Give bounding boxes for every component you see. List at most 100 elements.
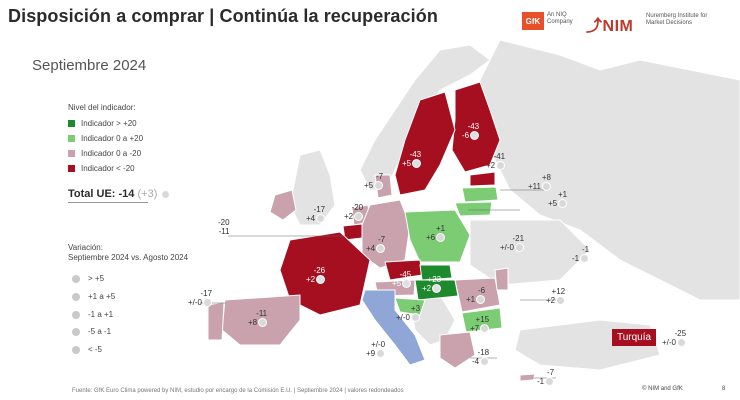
change-arrow-icon bbox=[470, 131, 480, 141]
legend-swatch-dark-green bbox=[68, 120, 75, 127]
legend-item: Indicador 0 a +20 bbox=[68, 134, 143, 143]
eu-total: Total UE: -14 (+3) bbox=[68, 188, 171, 200]
variation-label: < -5 bbox=[88, 345, 103, 354]
country-portugal bbox=[207, 301, 225, 341]
land-norway bbox=[359, 44, 491, 191]
variation-item: > +5 bbox=[72, 274, 104, 283]
label-poland: +1 +6 bbox=[426, 224, 446, 243]
change-arrow-icon bbox=[161, 189, 171, 199]
source-note: Fuente: GfK Euro Clima powered by NIM, e… bbox=[72, 388, 404, 394]
legend-label: Indicador 0 a -20 bbox=[81, 149, 142, 158]
country-moldova bbox=[494, 267, 509, 291]
country-bulgaria bbox=[461, 307, 503, 333]
variation-item: -5 a -1 bbox=[72, 327, 111, 336]
page-number: 8 bbox=[722, 386, 726, 392]
change-arrow-icon bbox=[432, 284, 442, 294]
country-romania bbox=[454, 277, 501, 313]
country-lithuania bbox=[454, 201, 493, 217]
label-sweden: -43 +5 bbox=[402, 150, 422, 169]
variation-item: < -5 bbox=[72, 345, 102, 354]
label-france: -26 +2 bbox=[306, 266, 326, 285]
label-greece: -18 -4 bbox=[472, 348, 490, 367]
label-slovakia: +23 +2 bbox=[422, 275, 442, 294]
label-latvia: +8 +11 bbox=[528, 173, 551, 192]
legend-label: Indicador < -20 bbox=[81, 164, 135, 173]
variation-title: Variación: Septiembre 2024 vs. Agosto 20… bbox=[68, 243, 218, 263]
label-bulgaria: +15 +7 bbox=[470, 315, 490, 334]
variation-item: +1 a +5 bbox=[72, 292, 115, 301]
legend-swatch-light-green bbox=[68, 135, 75, 142]
change-arrow-icon bbox=[496, 161, 506, 171]
change-arrow-icon bbox=[556, 296, 566, 306]
label-portugal: -17 +/-0 bbox=[188, 289, 213, 308]
nim-logo: ⤴NIM bbox=[586, 18, 634, 35]
change-arrow-icon bbox=[316, 214, 326, 224]
change-arrow-icon bbox=[545, 377, 555, 387]
change-arrow-icon bbox=[376, 244, 386, 254]
country-cyprus bbox=[519, 373, 536, 382]
change-arrow-icon bbox=[402, 279, 412, 289]
change-arrow-icon bbox=[354, 212, 364, 222]
change-arrow-icon bbox=[374, 181, 384, 191]
label-romania: -6 +1 bbox=[466, 286, 486, 305]
label-belarus: -1 -1 bbox=[572, 245, 590, 264]
label-ukraine: -21 +/-0 bbox=[500, 234, 525, 253]
gfk-tagline: An NIQ Company bbox=[547, 12, 573, 25]
label-spain: -11 +8 bbox=[248, 309, 268, 328]
turkey-badge: Turquía bbox=[612, 329, 656, 346]
legend-swatch-dark-red bbox=[68, 165, 75, 172]
legend-item: Indicador > +20 bbox=[68, 119, 137, 128]
change-arrow-icon bbox=[541, 182, 551, 192]
land-uk bbox=[289, 149, 336, 226]
legend-label: Indicador 0 a +20 bbox=[81, 134, 144, 143]
change-arrow-icon bbox=[203, 298, 213, 308]
arrow-up-right-icon bbox=[72, 292, 80, 301]
country-denmark bbox=[374, 174, 393, 199]
legend-title: Nivel del indicador: bbox=[68, 103, 136, 112]
arrow-right-icon bbox=[72, 310, 80, 319]
variation-title-text: Variación: Septiembre 2024 vs. Agosto 20… bbox=[68, 243, 189, 262]
label-lithuania: +1 +5 bbox=[548, 190, 568, 209]
eu-total-change: (+3) bbox=[137, 188, 158, 200]
country-latvia bbox=[461, 186, 499, 203]
label-denmark: -7 +5 bbox=[364, 172, 384, 191]
country-germany bbox=[361, 199, 411, 269]
label-belgium: -20 -11 bbox=[218, 218, 230, 236]
change-arrow-icon bbox=[515, 243, 525, 253]
country-croatia bbox=[394, 297, 426, 316]
variation-item: -1 a +1 bbox=[72, 310, 113, 319]
label-germany: -7 +4 bbox=[366, 235, 386, 254]
gfk-logo: GfK bbox=[522, 12, 544, 30]
legend-item: Indicador 0 a -20 bbox=[68, 149, 141, 158]
change-arrow-icon bbox=[677, 338, 687, 348]
change-arrow-icon bbox=[258, 318, 268, 328]
change-arrow-icon bbox=[412, 159, 422, 169]
label-croatia: +3 +/-0 bbox=[396, 304, 421, 323]
label-estonia: -41 +2 bbox=[486, 152, 506, 171]
nim-tagline: Nuremberg Institute for Market Decisions bbox=[646, 13, 708, 26]
eu-total-label: Total UE: -14 bbox=[68, 188, 135, 200]
legend-label: Indicador > +20 bbox=[81, 119, 137, 128]
variation-label: +1 a +5 bbox=[88, 292, 116, 301]
label-moldova: +12 +2 bbox=[546, 287, 566, 306]
legend-item: Indicador < -20 bbox=[68, 164, 135, 173]
label-ireland: -17 +4 bbox=[306, 205, 326, 224]
label-netherlands: -20 +2 bbox=[344, 203, 364, 222]
label-czechia: -45 +5 bbox=[392, 270, 412, 289]
change-arrow-icon bbox=[376, 349, 386, 359]
variation-label: -1 a +1 bbox=[88, 310, 114, 319]
nim-logo-text: NIM bbox=[602, 18, 634, 35]
country-france bbox=[279, 231, 371, 316]
change-arrow-icon bbox=[480, 357, 490, 367]
country-estonia bbox=[469, 171, 496, 187]
change-arrow-icon bbox=[316, 275, 326, 285]
page-subtitle: Septiembre 2024 bbox=[32, 57, 147, 74]
copyright: © NIM and GfK bbox=[642, 386, 683, 392]
country-ireland bbox=[269, 189, 297, 221]
country-italy bbox=[361, 289, 426, 366]
change-arrow-icon bbox=[558, 199, 568, 209]
legend-swatch-pink bbox=[68, 150, 75, 157]
country-slovakia bbox=[419, 264, 453, 281]
arrow-down-right-icon bbox=[72, 327, 80, 336]
country-sweden bbox=[394, 91, 456, 196]
